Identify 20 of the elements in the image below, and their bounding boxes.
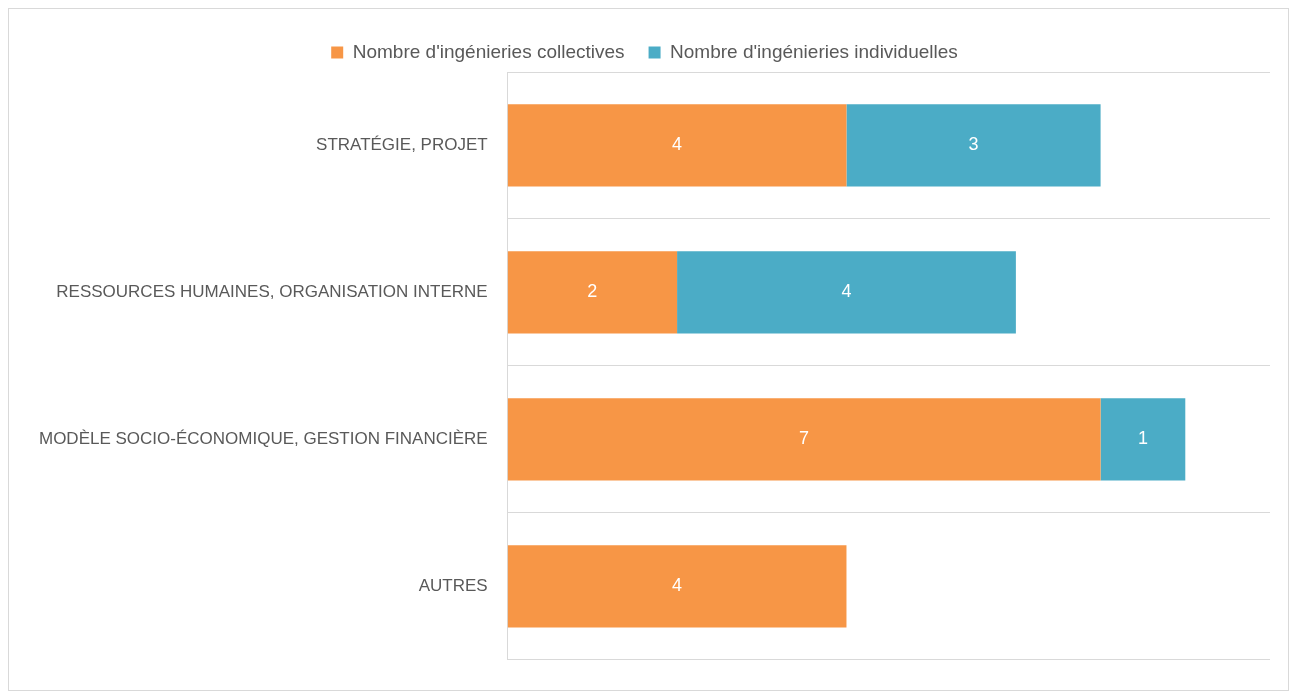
legend-label: Nombre d'ingénieries individuelles [670,40,958,62]
data-label: 7 [799,428,810,449]
bar [507,251,678,334]
data-label: 4 [841,281,852,302]
bar [677,251,1016,334]
legend-label: Nombre d'ingénieries collectives [352,40,625,62]
data-label: 2 [587,281,598,302]
y-tick-label: AUTRES [418,576,488,596]
bar [507,398,1101,481]
data-label: 1 [1137,428,1148,449]
y-tick-label: RESSOURCES HUMAINES, ORGANISATION INTERNE [56,282,488,302]
bar [507,104,847,187]
data-label: 3 [968,134,979,155]
data-label: 4 [672,575,683,596]
bar [1100,398,1186,481]
y-tick-label: MODÈLE SOCIO-ÉCONOMIQUE, GESTION FINANCIÈRE [38,429,488,449]
bar [507,545,847,628]
data-label: 4 [672,134,683,155]
bar [846,104,1101,187]
y-tick-label: STRATÉGIE, PROJET [316,135,488,155]
